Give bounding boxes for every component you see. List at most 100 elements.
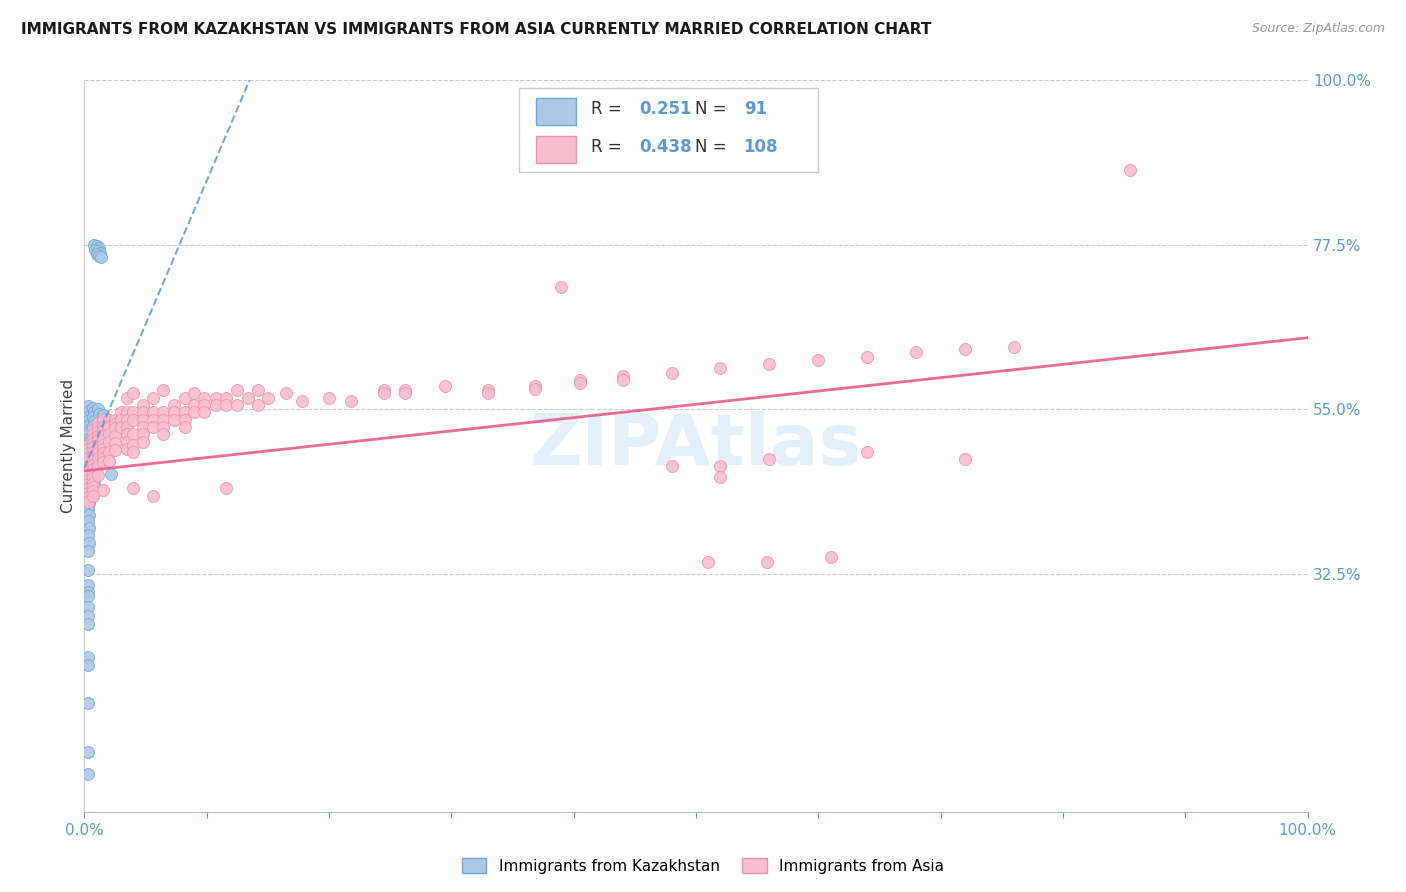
Point (755, 555, 778, 569)
Text: N =: N = (695, 101, 731, 119)
Point (77, 475, 100, 490)
Point (104, 412, 127, 426)
Point (83, 467, 105, 481)
Point (122, 386, 145, 401)
Point (86, 247, 108, 261)
Point (77, 462, 100, 476)
Point (87, 437, 110, 451)
Point (1002, 339, 1025, 353)
Point (77, 427, 100, 442)
Point (97, 427, 120, 442)
Point (183, 405, 205, 419)
Point (104, 417, 127, 431)
Point (215, 391, 238, 405)
Point (82, 427, 104, 442)
Point (77, 442, 100, 456)
Point (82, 453, 104, 467)
Point (83, 475, 105, 490)
Point (82, 427, 104, 442)
Point (163, 398, 186, 412)
Point (82, 449, 104, 463)
Point (953, 452, 976, 467)
Point (91, 446, 114, 460)
Point (115, 405, 138, 419)
Point (83, 441, 105, 455)
Point (122, 412, 145, 426)
Point (115, 427, 138, 442)
Point (82, 436, 104, 450)
Point (89, 246, 111, 260)
Point (104, 443, 127, 458)
Point (77, 471, 100, 485)
Point (856, 445, 879, 459)
Point (77, 409, 100, 424)
Point (91, 442, 114, 456)
Point (152, 420, 174, 434)
Point (87, 241, 110, 255)
Point (104, 429, 127, 443)
Point (87, 433, 110, 447)
Point (132, 420, 155, 434)
Point (477, 386, 499, 401)
Point (77, 436, 100, 450)
Point (87, 244, 110, 259)
FancyBboxPatch shape (519, 87, 818, 171)
Point (97, 412, 120, 426)
Point (142, 405, 165, 419)
Point (91, 429, 114, 443)
Point (87, 425, 110, 439)
Point (132, 398, 155, 412)
Point (91, 455, 114, 469)
Point (110, 405, 132, 419)
Point (97, 434, 120, 449)
Point (90, 250, 112, 264)
Point (84, 243, 107, 257)
Point (205, 398, 228, 412)
Point (77, 449, 100, 463)
Point (905, 345, 928, 359)
Text: N =: N = (695, 138, 731, 156)
Point (87, 459, 110, 474)
Point (77, 482, 100, 496)
Point (82, 453, 104, 467)
Point (91, 437, 114, 451)
Point (550, 279, 572, 293)
Point (91, 437, 114, 451)
Point (238, 391, 260, 405)
Point (276, 386, 298, 401)
Point (83, 423, 105, 437)
Point (87, 249, 110, 263)
Point (132, 434, 155, 449)
Point (856, 350, 879, 364)
Point (132, 412, 155, 426)
Point (142, 412, 165, 426)
Point (205, 391, 228, 405)
Point (173, 420, 195, 434)
Point (183, 398, 205, 412)
Point (87, 416, 110, 430)
Point (104, 436, 127, 450)
Point (91, 420, 114, 434)
Point (77, 441, 100, 455)
Point (77, 608, 100, 623)
Point (318, 391, 340, 405)
Point (83, 237, 105, 252)
Point (709, 361, 731, 376)
Point (115, 391, 138, 405)
Point (373, 386, 395, 401)
Point (132, 405, 155, 419)
Point (87, 420, 110, 434)
Point (82, 418, 104, 433)
Point (173, 391, 195, 405)
Point (173, 405, 195, 419)
Point (1119, 162, 1142, 177)
Text: 91: 91 (744, 101, 766, 119)
Point (77, 502, 100, 516)
Point (86, 239, 108, 253)
Point (115, 442, 138, 456)
Point (226, 384, 249, 398)
Point (104, 421, 127, 435)
Point (77, 453, 100, 467)
Text: R =: R = (591, 138, 627, 156)
Point (77, 473, 100, 487)
